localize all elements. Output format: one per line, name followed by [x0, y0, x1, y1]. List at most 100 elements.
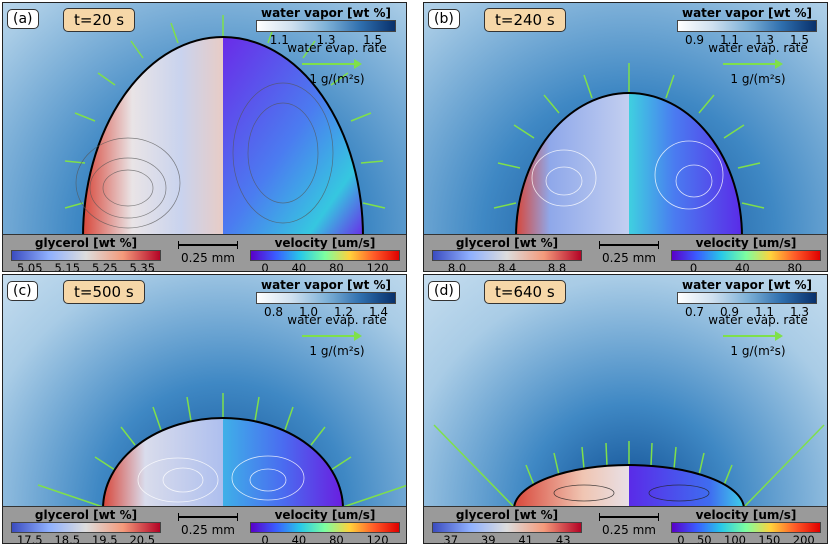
evap-rate-legend: water evap. rate 1 g/(m²s): [282, 41, 392, 86]
glycerol-colorbar: glycerol [wt %] 8.0 8.4 8.8: [432, 236, 582, 272]
velocity-colorbar-title: velocity [um/s]: [274, 508, 376, 522]
velocity-colorbar-title: velocity [um/s]: [274, 236, 376, 250]
vapor-colorbar: water vapor [wt %] 0.7 0.9 1.1 1.3: [677, 278, 817, 319]
tick: 0: [677, 533, 685, 544]
tick: 120: [366, 261, 389, 272]
tick: 1.5: [789, 33, 810, 47]
velocity-half: [629, 93, 742, 237]
panel-a: (a) t=20 s water vapor [wt %] 1.1 1.3 1.5 …: [2, 2, 407, 272]
vapor-colorbar-title: water vapor [wt %]: [682, 6, 812, 20]
evap-rate-title: water evap. rate: [287, 41, 387, 55]
glycerol-gradient: [11, 522, 161, 533]
tick: 1.3: [316, 33, 336, 47]
vapor-colorbar-title: water vapor [wt %]: [261, 6, 391, 20]
streamlines: [531, 140, 724, 210]
tick: 0.9: [719, 305, 740, 319]
velocity-half: [223, 37, 363, 237]
panel-label: (d): [428, 281, 460, 301]
tick: 80: [787, 261, 803, 272]
tick: 41: [518, 533, 534, 544]
tick: 18.5: [54, 533, 81, 544]
velocity-colorbar-title: velocity [um/s]: [695, 236, 797, 250]
evap-rate-legend: water evap. rate 1 g/(m²s): [282, 313, 392, 358]
tick: 1.3: [754, 33, 775, 47]
tick: 40: [735, 261, 750, 272]
scale-bar: 0.25 mm: [173, 241, 243, 265]
tick: 100: [724, 533, 746, 544]
vapor-gradient: [677, 20, 817, 32]
arrow-icon: [302, 58, 362, 70]
evaporation-arrows: [64, 15, 386, 209]
glycerol-colorbar: glycerol [wt %] 17.5 18.5 19.5 20.5: [11, 508, 161, 544]
evap-rate-legend: water evap. rate 1 g/(m²s): [703, 41, 813, 86]
droplet-outline: [513, 464, 745, 510]
glycerol-colorbar: glycerol [wt %] 37 39 41 43: [432, 508, 582, 544]
tick: 17.5: [16, 533, 43, 544]
vapor-colorbar: water vapor [wt %] 0.8 1.0 1.2 1.4: [256, 278, 396, 319]
scale-label: 0.25 mm: [181, 523, 235, 537]
evap-rate-title: water evap. rate: [708, 313, 808, 327]
velocity-gradient: [250, 250, 400, 261]
tick: 40: [291, 533, 307, 544]
vapor-gradient: [256, 20, 396, 32]
vapor-colorbar-title: water vapor [wt %]: [261, 278, 391, 292]
evap-rate-legend: water evap. rate 1 g/(m²s): [703, 313, 813, 358]
tick: 80: [329, 261, 344, 272]
tick: 1.1: [719, 33, 740, 47]
tick: 5.05: [16, 261, 43, 272]
arrow-icon: [302, 330, 362, 342]
tick: 1.4: [368, 305, 389, 319]
tick: 50: [696, 533, 712, 544]
vapor-gradient: [256, 292, 396, 304]
tick: 0: [689, 261, 698, 272]
evap-rate-title: water evap. rate: [287, 313, 387, 327]
glycerol-colorbar-title: glycerol [wt %]: [34, 508, 138, 522]
streamlines: [75, 82, 334, 229]
panel-d-plot: [424, 275, 827, 510]
scale-bar: 0.25 mm: [594, 513, 664, 537]
tick: 150: [758, 533, 781, 544]
tick: 43: [555, 533, 571, 544]
scale-bar: 0.25 mm: [594, 241, 664, 265]
glycerol-half: [514, 465, 629, 509]
vapor-gradient: [677, 292, 817, 304]
evaporation-arrows: [37, 393, 406, 508]
tick: 5.25: [91, 261, 118, 272]
velocity-colorbar: velocity [um/s] 0 40 80 120: [250, 508, 400, 544]
tick: 1.1: [269, 33, 289, 47]
time-label: t=240 s: [484, 8, 566, 32]
tick: 37: [443, 533, 459, 544]
evaporation-arrows: [493, 63, 765, 209]
evap-rate-unit: 1 g/(m²s): [730, 72, 786, 86]
tick: 20.5: [129, 533, 156, 544]
tick: 120: [366, 533, 389, 544]
scale-label: 0.25 mm: [602, 251, 656, 265]
tick: 8.8: [547, 261, 567, 272]
tick: 1.3: [789, 305, 810, 319]
velocity-gradient: [671, 250, 821, 261]
vapor-colorbar: water vapor [wt %] 1.1 1.3 1.5: [256, 6, 396, 47]
tick: 1.2: [333, 305, 354, 319]
bottom-legend-bar: glycerol [wt %] 17.5 18.5 19.5 20.5 0.25 mm…: [3, 506, 406, 543]
tick: 8.0: [447, 261, 467, 272]
time-label: t=500 s: [63, 280, 145, 304]
glycerol-half: [103, 418, 223, 509]
glycerol-colorbar-title: glycerol [wt %]: [455, 236, 559, 250]
droplet-outline: [515, 92, 743, 238]
panel-label: (c): [7, 281, 38, 301]
tick: 0.7: [684, 305, 705, 319]
glycerol-gradient: [11, 250, 161, 261]
panel-label: (a): [7, 9, 39, 29]
droplet-outline: [102, 417, 344, 510]
glycerol-colorbar-title: glycerol [wt %]: [455, 508, 559, 522]
time-label: t=640 s: [484, 280, 566, 304]
velocity-colorbar: velocity [um/s] 0 40 80 120: [250, 236, 400, 272]
droplet-outline: [82, 36, 364, 238]
bottom-legend-bar: glycerol [wt %] 8.0 8.4 8.8 0.25 mm veloci…: [424, 234, 827, 271]
time-label: t=20 s: [63, 8, 136, 32]
tick: 40: [291, 261, 307, 272]
tick: 1.0: [298, 305, 319, 319]
tick: 1.5: [363, 33, 383, 47]
panel-a-plot: [3, 3, 406, 238]
tick: 0: [261, 533, 269, 544]
